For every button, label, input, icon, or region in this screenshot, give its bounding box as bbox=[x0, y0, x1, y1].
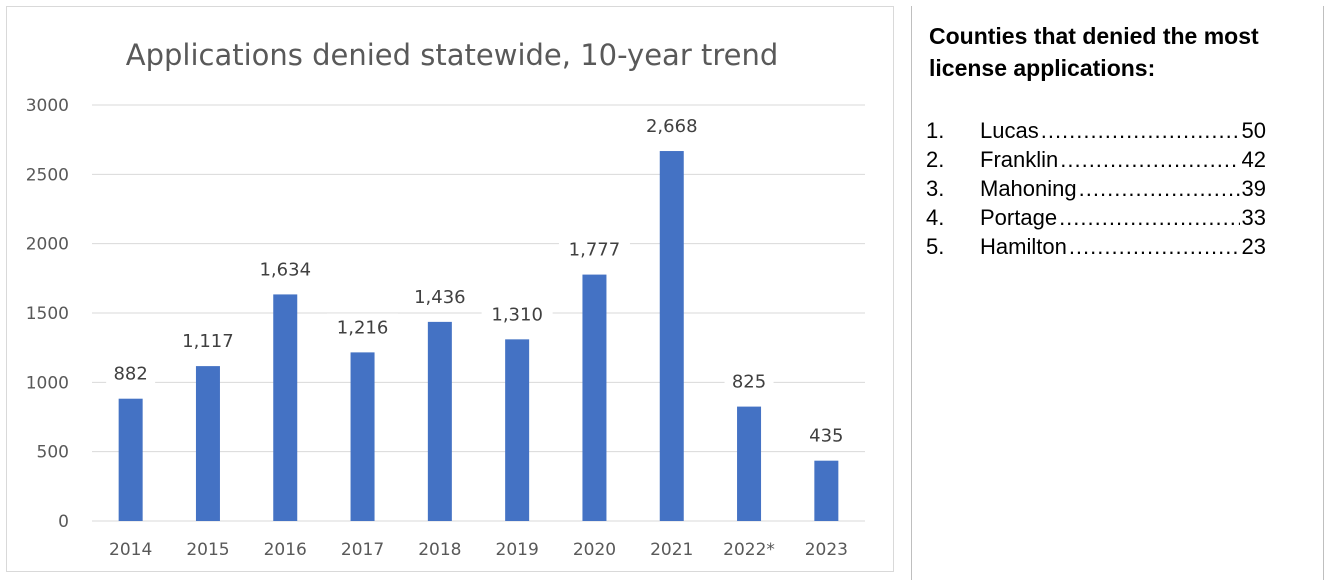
county-list: 1. Lucas ...............................… bbox=[926, 116, 1266, 261]
data-label: 882 bbox=[113, 364, 147, 385]
bar bbox=[737, 406, 762, 521]
bar bbox=[350, 352, 375, 521]
county-list-item: 4. Portage .............................… bbox=[926, 203, 1266, 232]
x-tick-label: 2014 bbox=[109, 540, 152, 560]
bar bbox=[582, 274, 607, 521]
data-label: 1,117 bbox=[182, 331, 234, 352]
county-list-item: 2. Franklin ............................… bbox=[926, 145, 1266, 174]
bars bbox=[118, 151, 839, 521]
county-value: 33 bbox=[1241, 205, 1266, 230]
bar bbox=[814, 460, 839, 521]
county-rank: 5. bbox=[926, 234, 945, 259]
x-tick-label: 2022* bbox=[723, 540, 775, 560]
x-tick-label: 2021 bbox=[650, 540, 693, 560]
top-counties-panel: Counties that denied the most license ap… bbox=[911, 6, 1324, 580]
y-tick-label: 3000 bbox=[26, 96, 69, 116]
data-label: 2,668 bbox=[646, 116, 698, 137]
y-tick-label: 0 bbox=[58, 512, 69, 532]
top-counties-title: Counties that denied the most license ap… bbox=[929, 23, 1259, 81]
data-label: 1,310 bbox=[491, 304, 543, 325]
county-rank: 2. bbox=[926, 147, 945, 172]
data-label: 1,634 bbox=[259, 259, 311, 280]
bar bbox=[659, 151, 684, 521]
x-axis-ticks: 2014 2015 2016 2017 2018 2019 2020 2021 2022* 202… bbox=[109, 540, 848, 560]
county-list-item: 5. Hamilton ............................… bbox=[926, 232, 1266, 261]
data-label-background bbox=[481, 300, 553, 327]
data-label: 1,436 bbox=[414, 287, 466, 308]
chart-panel: Applications denied statewide, 10-year t… bbox=[6, 6, 894, 572]
county-value: 42 bbox=[1241, 147, 1266, 172]
y-tick-label: 500 bbox=[37, 443, 69, 463]
x-tick-label: 2020 bbox=[573, 540, 616, 560]
dot-leader: ........................................… bbox=[1040, 118, 1240, 143]
x-tick-label: 2015 bbox=[186, 540, 229, 560]
data-label-background bbox=[404, 282, 476, 309]
data-label-background bbox=[106, 359, 156, 386]
data-label: 1,216 bbox=[337, 317, 389, 338]
county-name: Mahoning bbox=[980, 176, 1077, 201]
bar bbox=[273, 294, 298, 521]
dot-leader: ........................................… bbox=[1059, 205, 1239, 230]
x-tick-label: 2023 bbox=[805, 540, 848, 560]
x-tick-label: 2018 bbox=[418, 540, 461, 560]
county-name: Hamilton bbox=[980, 234, 1067, 259]
county-name: Franklin bbox=[980, 147, 1059, 172]
bar bbox=[118, 398, 143, 521]
county-list-item: 3. Mahoning ............................… bbox=[926, 174, 1266, 203]
x-tick-label: 2017 bbox=[341, 540, 384, 560]
data-labels: 882 1,117 1,634 1,216 1,436 1,310 1,777 2,668 82… bbox=[106, 112, 851, 448]
county-name: Lucas bbox=[980, 118, 1039, 143]
gridlines bbox=[92, 104, 865, 522]
dot-leader: ........................................… bbox=[1078, 176, 1240, 201]
county-rank: 4. bbox=[926, 205, 945, 230]
data-label: 435 bbox=[809, 426, 843, 447]
y-tick-label: 2000 bbox=[26, 235, 69, 255]
y-axis-ticks: 0 500 1000 1500 2000 2500 3000 bbox=[26, 96, 69, 532]
dot-leader: ........................................… bbox=[1060, 147, 1239, 172]
data-label-background bbox=[724, 367, 774, 394]
bar-chart: Applications denied statewide, 10-year t… bbox=[26, 38, 865, 560]
y-tick-label: 2500 bbox=[26, 165, 69, 185]
county-value: 50 bbox=[1241, 118, 1266, 143]
county-rank: 3. bbox=[926, 176, 945, 201]
county-name: Portage bbox=[980, 205, 1058, 230]
county-list-item: 1. Lucas ...............................… bbox=[926, 116, 1266, 145]
bar bbox=[195, 366, 220, 521]
data-label-background bbox=[249, 255, 321, 282]
x-tick-label: 2019 bbox=[496, 540, 539, 560]
county-value: 23 bbox=[1241, 234, 1266, 259]
bar bbox=[427, 321, 452, 521]
county-value: 39 bbox=[1241, 176, 1266, 201]
data-label-background bbox=[801, 421, 851, 448]
data-label: 825 bbox=[732, 372, 766, 393]
county-rank: 1. bbox=[926, 118, 945, 143]
chart-title: Applications denied statewide, 10-year t… bbox=[126, 38, 779, 72]
data-label-background bbox=[172, 327, 244, 354]
dot-leader: ........................................… bbox=[1068, 234, 1240, 259]
data-label: 1,777 bbox=[569, 240, 621, 261]
y-tick-label: 1000 bbox=[26, 373, 69, 393]
bar bbox=[505, 339, 530, 521]
x-tick-label: 2016 bbox=[264, 540, 307, 560]
data-label-background bbox=[636, 112, 708, 139]
y-tick-label: 1500 bbox=[26, 304, 69, 324]
data-label-background bbox=[327, 313, 399, 340]
data-label-background bbox=[558, 235, 630, 262]
